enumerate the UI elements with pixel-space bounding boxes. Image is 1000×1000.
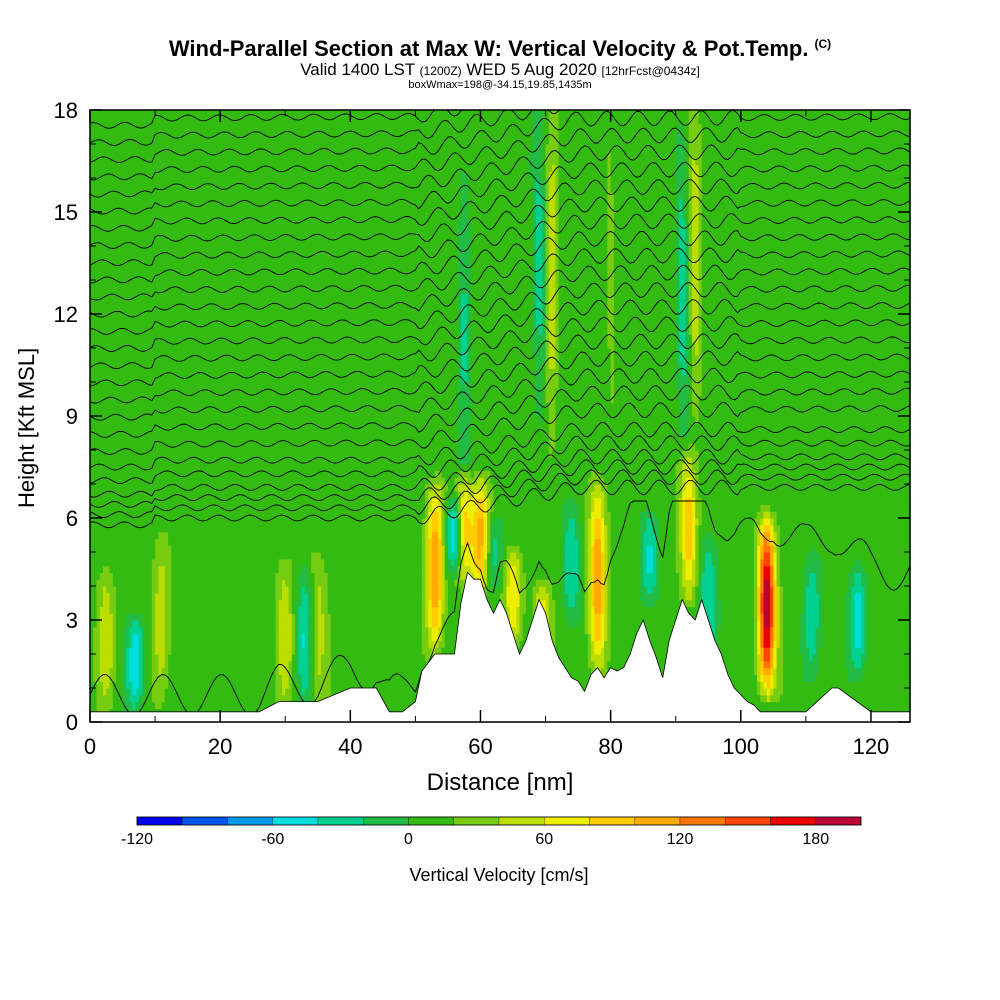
chart-canvas: 0 20 40 60 80 100 1200369121518Distance [nm] -… (0, 0, 1000, 1000)
